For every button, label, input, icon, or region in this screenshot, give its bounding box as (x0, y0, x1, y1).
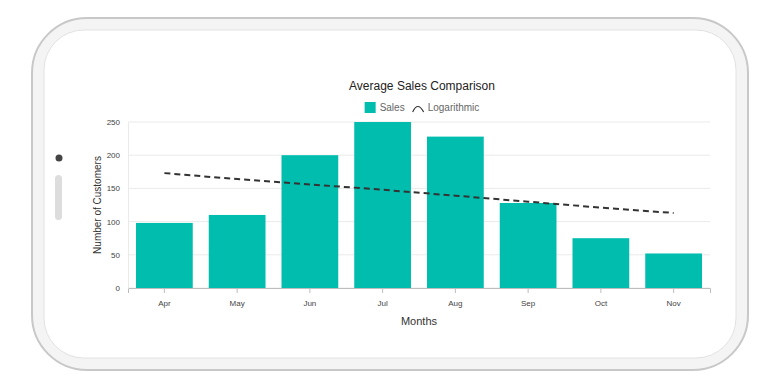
x-tick: Apr (158, 288, 171, 308)
x-tick-label: Jul (378, 299, 388, 308)
legend-label: Sales (380, 102, 405, 113)
x-tick-label: Aug (448, 299, 462, 308)
x-tick-mark (600, 288, 601, 293)
phone-camera (56, 155, 63, 162)
y-tick: 100 (107, 218, 128, 227)
legend: Sales Logarithmic (365, 102, 480, 113)
y-tick: 250 (107, 118, 128, 127)
y-axis: 0 50 100 150 200 250 (107, 118, 129, 293)
y-tick: 200 (107, 151, 128, 160)
x-tick-label: Apr (158, 299, 171, 308)
x-tick-mark (382, 288, 383, 293)
x-tick: Sep (521, 288, 536, 308)
x-tick-label: Sep (521, 299, 536, 308)
x-tick: Jul (378, 288, 388, 308)
plot-area (136, 122, 702, 288)
x-tick-mark (309, 288, 310, 293)
bar (645, 253, 702, 288)
trend-line (164, 173, 673, 213)
x-tick: Nov (667, 288, 681, 308)
legend-item: Sales (365, 102, 405, 113)
y-tick: 150 (107, 184, 128, 193)
y-tick-label: 200 (107, 151, 121, 160)
bar (209, 215, 266, 288)
bar (282, 155, 339, 288)
y-tick-label: 250 (107, 118, 121, 127)
legend-item: Logarithmic (413, 102, 480, 113)
x-tick: Jun (303, 288, 316, 308)
x-tick-mark (164, 288, 165, 293)
chart-title: Average Sales Comparison (349, 79, 495, 93)
x-axis-title: Months (401, 315, 438, 327)
grid-line (128, 155, 710, 156)
legend-symbol (365, 102, 376, 113)
y-tick-label: 150 (107, 184, 121, 193)
bar (354, 122, 411, 288)
x-tick-label: May (230, 299, 245, 308)
y-tick-label: 0 (116, 284, 121, 293)
legend-label: Logarithmic (428, 102, 480, 113)
grid-line (128, 188, 710, 189)
x-tick-label: Jun (303, 299, 316, 308)
x-tick: May (230, 288, 245, 308)
bar (136, 223, 193, 288)
x-tick-mark (237, 288, 238, 293)
x-tick: Aug (448, 288, 462, 308)
grid (128, 122, 710, 288)
grid-line (128, 122, 710, 123)
x-tick-label: Oct (595, 299, 608, 308)
phone-body (32, 18, 748, 370)
legend-symbol (413, 107, 424, 113)
y-tick-label: 100 (107, 218, 121, 227)
y-axis-line (128, 123, 129, 289)
bar (500, 203, 557, 288)
phone-speaker (55, 175, 62, 220)
x-tick: Oct (595, 288, 608, 308)
y-axis-title: Number of Customers (92, 156, 103, 254)
x-tick-label: Nov (667, 299, 681, 308)
phone-screen (44, 30, 736, 358)
y-tick: 0 (116, 284, 128, 293)
x-axis-line (129, 289, 711, 294)
y-tick-label: 50 (111, 251, 120, 260)
x-tick-mark (673, 288, 674, 293)
x-tick-mark (455, 288, 456, 293)
bar (427, 137, 484, 288)
y-tick: 50 (111, 251, 128, 260)
x-axis: Apr May Jun Jul Aug Sep Oct Nov (129, 288, 711, 308)
bar (573, 238, 630, 288)
x-tick-mark (528, 288, 529, 293)
